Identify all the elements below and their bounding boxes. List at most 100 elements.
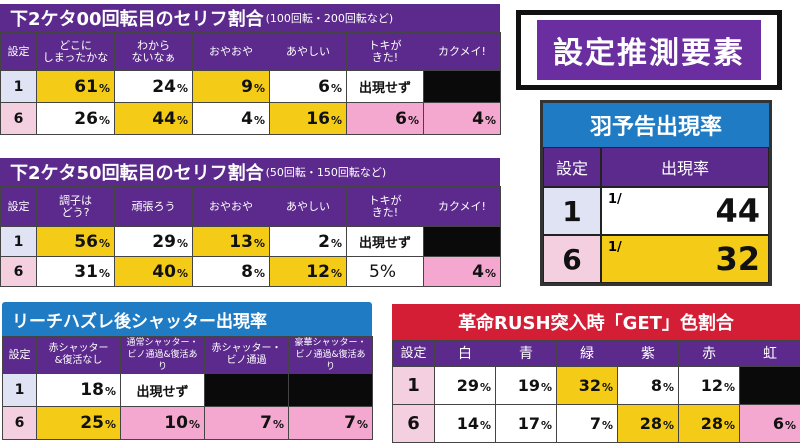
value-cell: 14% — [434, 404, 496, 443]
value-cell: 26% — [36, 102, 115, 135]
panel-wings: 羽予告出現率 設定 出現率 1 1/ 44 6 1/ 32 — [540, 100, 772, 286]
col-header: 赤シャッター・ ビノ通過 — [204, 336, 289, 374]
fraction-value: 32 — [715, 240, 760, 278]
wings-row-6: 6 1/ 32 — [543, 235, 769, 283]
value-cell: 12% — [269, 256, 347, 287]
col-header: 虹 — [739, 340, 800, 367]
value-cell: 8% — [192, 256, 270, 287]
get-color-table: 設定 白 青 緑 紫 赤 虹 1 29% 19% 32% 8% 12% 6 14… — [392, 340, 800, 443]
col-header: 白 — [434, 340, 496, 367]
panel-50-serif: 下2ケタ50回転目のセリフ割合 (50回転・150回転など) 設定 調子は どう… — [0, 158, 501, 287]
value-cell: 28% — [678, 404, 740, 443]
value-cell: 18% — [36, 373, 121, 407]
value-cell: 1/ 44 — [601, 187, 769, 235]
value-cell: 5% — [346, 256, 424, 287]
title-text: 下2ケタ50回転目のセリフ割合 — [10, 163, 264, 184]
col-header: どこに しまったかな — [36, 32, 115, 71]
panel-shutter: リーチハズレ後シャッター出現率 設定 赤シャッター &復活なし 通常シャッター・… — [2, 302, 373, 440]
value-cell: 10% — [120, 406, 205, 440]
col-header: 青 — [495, 340, 557, 367]
not-appear-cell: 出現せず — [120, 373, 205, 407]
row-label: 1 — [0, 226, 37, 257]
blank-cell — [423, 70, 501, 103]
wings-row-1: 1 1/ 44 — [543, 187, 769, 235]
fraction-prefix: 1/ — [608, 192, 622, 207]
value-cell: 29% — [114, 226, 193, 257]
col-header: 設定 — [543, 147, 601, 187]
row-label: 1 — [543, 187, 601, 235]
row-label: 1 — [392, 366, 435, 405]
value-cell: 4% — [423, 256, 501, 287]
blank-cell — [739, 366, 800, 405]
value-cell: 19% — [495, 366, 557, 405]
panel-title: 下2ケタ50回転目のセリフ割合 (50回転・150回転など) — [0, 158, 500, 186]
value-cell: 6% — [269, 70, 347, 103]
value-cell: 2% — [269, 226, 347, 257]
value-cell: 7% — [204, 406, 289, 440]
value-cell: 7% — [288, 406, 373, 440]
value-cell: 12% — [678, 366, 740, 405]
panel-00-serif: 下2ケタ00回転目のセリフ割合 (100回転・200回転など) 設定 どこに し… — [0, 4, 501, 135]
value-cell: 29% — [434, 366, 496, 405]
col-header: 出現率 — [601, 147, 769, 187]
col-header: 設定 — [0, 186, 37, 227]
not-appear-cell: 出現せず — [346, 226, 424, 257]
value-cell: 6% — [346, 102, 424, 135]
not-appear-cell: 出現せず — [346, 70, 424, 103]
value-cell: 28% — [617, 404, 679, 443]
row-label: 6 — [2, 406, 37, 440]
value-cell: 17% — [495, 404, 557, 443]
blank-cell — [423, 226, 501, 257]
fraction-value: 44 — [715, 192, 760, 230]
row-label: 6 — [0, 102, 37, 135]
blank-cell — [288, 373, 373, 407]
panel-title: 羽予告出現率 — [543, 103, 769, 147]
panel-get-color: 革命RUSH突入時「GET」色割合 設定 白 青 緑 紫 赤 虹 1 29% 1… — [392, 304, 800, 443]
col-header: おやおや — [192, 32, 270, 71]
panel-title: 革命RUSH突入時「GET」色割合 — [392, 304, 800, 340]
col-header: トキが きた! — [346, 32, 424, 71]
col-header: 緑 — [556, 340, 618, 367]
col-header: トキが きた! — [346, 186, 424, 227]
panel-title: リーチハズレ後シャッター出現率 — [2, 302, 372, 336]
serif-table-50: 設定 調子は どう? 頑張ろう おやおや あやしい トキが きた! カクメイ! … — [0, 186, 501, 287]
col-header: あやしい — [269, 32, 347, 71]
heading-badge: 設定推測要素 — [516, 10, 782, 90]
col-header: 設定 — [0, 32, 37, 71]
col-header: 調子は どう? — [36, 186, 115, 227]
title-sub: (50回転・150回転など) — [265, 166, 387, 179]
value-cell: 32% — [556, 366, 618, 405]
value-cell: 9% — [192, 70, 270, 103]
col-header: 頑張ろう — [114, 186, 193, 227]
panel-title: 下2ケタ00回転目のセリフ割合 (100回転・200回転など) — [0, 4, 500, 32]
value-cell: 61% — [36, 70, 115, 103]
col-header: 赤 — [678, 340, 740, 367]
col-header: カクメイ! — [423, 186, 501, 227]
value-cell: 6% — [739, 404, 800, 443]
col-header: おやおや — [192, 186, 270, 227]
value-cell: 44% — [114, 102, 193, 135]
col-header: 設定 — [392, 340, 435, 367]
col-header: 設定 — [2, 336, 37, 374]
title-sub: (100回転・200回転など) — [265, 12, 394, 25]
value-cell: 8% — [617, 366, 679, 405]
value-cell: 24% — [114, 70, 193, 103]
value-cell: 40% — [114, 256, 193, 287]
row-label: 1 — [0, 70, 37, 103]
value-cell: 56% — [36, 226, 115, 257]
value-cell: 16% — [269, 102, 347, 135]
col-header: 豪華シャッター・ ビノ通過&復活あり — [288, 336, 373, 374]
value-cell: 7% — [556, 404, 618, 443]
fraction-prefix: 1/ — [608, 240, 622, 255]
value-cell: 4% — [423, 102, 501, 135]
col-header: わから ないなぁ — [114, 32, 193, 71]
col-header: 通常シャッター・ ビノ通過&復活あり — [120, 336, 205, 374]
row-label: 6 — [0, 256, 37, 287]
value-cell: 4% — [192, 102, 270, 135]
row-label: 1 — [2, 373, 37, 407]
value-cell: 13% — [192, 226, 270, 257]
col-header: カクメイ! — [423, 32, 501, 71]
blank-cell — [204, 373, 289, 407]
wings-header: 設定 出現率 — [543, 147, 769, 187]
value-cell: 31% — [36, 256, 115, 287]
